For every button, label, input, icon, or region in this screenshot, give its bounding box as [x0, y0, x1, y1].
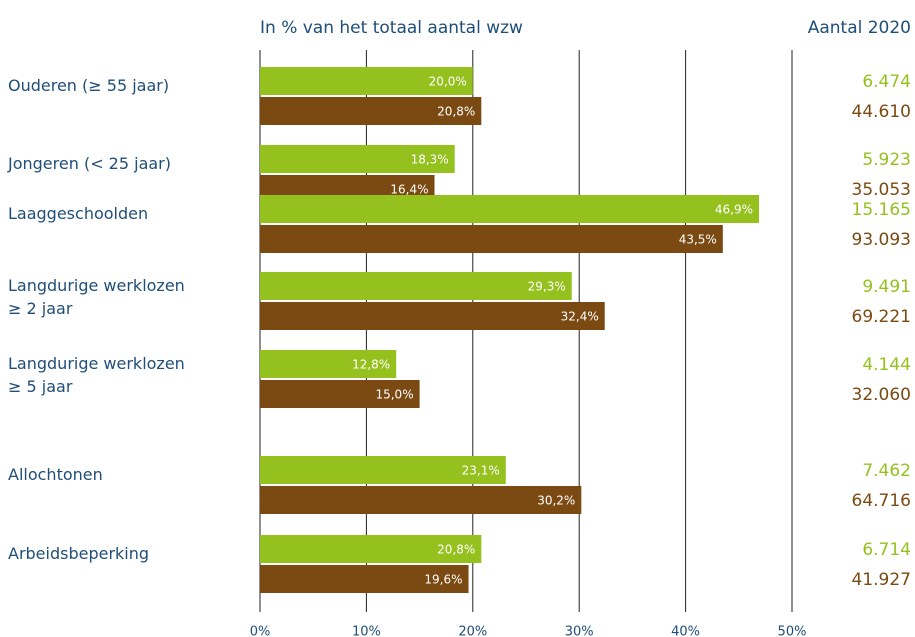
bar	[260, 456, 506, 484]
value-label: 29,3%	[528, 280, 566, 294]
bar	[260, 565, 469, 593]
count-label: 32.060	[852, 385, 911, 405]
value-label: 19,6%	[424, 573, 462, 587]
value-label: 12,8%	[352, 358, 390, 372]
count-label: 69.221	[852, 307, 911, 327]
count-label: 35.053	[852, 180, 911, 200]
count-label: 4.144	[862, 355, 911, 375]
x-tick-label: 20%	[458, 625, 487, 637]
count-label: 7.462	[862, 461, 911, 481]
count-label: 41.927	[852, 570, 911, 590]
bar	[260, 195, 760, 223]
value-label: 18,3%	[411, 153, 449, 167]
bar	[260, 97, 482, 125]
category-label: Langdurige werklozen ≥ 2 jaar	[8, 276, 185, 318]
count-label: 9.491	[862, 277, 911, 297]
category-label: Ouderen (≥ 55 jaar)	[8, 76, 170, 95]
count-label: 6.474	[862, 72, 911, 92]
count-label: 93.093	[852, 230, 911, 250]
bar	[260, 272, 572, 300]
count-label: 6.714	[862, 540, 911, 560]
count-label: 5.923	[862, 150, 911, 170]
category-label: Jongeren (< 25 jaar)	[8, 154, 171, 173]
category-label: Arbeidsbeperking	[8, 544, 150, 563]
value-label: 43,5%	[679, 233, 717, 247]
value-label: 16,4%	[390, 183, 428, 197]
bar	[260, 535, 482, 563]
value-label: 15,0%	[375, 388, 413, 402]
x-tick-label: 30%	[565, 625, 594, 637]
bar	[260, 225, 723, 253]
value-label: 20,8%	[437, 543, 475, 557]
x-tick-label: 10%	[352, 625, 381, 637]
x-tick-label: 50%	[778, 625, 807, 637]
count-header: Aantal 2020	[808, 18, 911, 38]
subtitle: In % van het totaal aantal wzw	[260, 18, 523, 38]
value-label: 20,0%	[429, 75, 467, 89]
x-tick-label: 40%	[671, 625, 700, 637]
category-label: Laaggeschoolden	[8, 204, 149, 223]
bar	[260, 486, 582, 514]
bar	[260, 145, 455, 173]
category-label: Allochtonen	[8, 465, 103, 484]
count-label: 44.610	[852, 102, 911, 122]
count-label: 15.165	[852, 200, 911, 220]
bar	[260, 350, 397, 378]
value-label: 32,4%	[561, 310, 599, 324]
category-label: Langdurige werklozen ≥ 5 jaar	[8, 354, 185, 396]
value-label: 23,1%	[462, 464, 500, 478]
value-label: 20,8%	[437, 105, 475, 119]
x-tick-label: 0%	[250, 625, 271, 637]
value-label: 30,2%	[537, 494, 575, 508]
bar	[260, 67, 473, 95]
bar	[260, 380, 420, 408]
bar	[260, 302, 605, 330]
count-label: 64.716	[852, 491, 911, 511]
value-label: 46,9%	[715, 203, 753, 217]
